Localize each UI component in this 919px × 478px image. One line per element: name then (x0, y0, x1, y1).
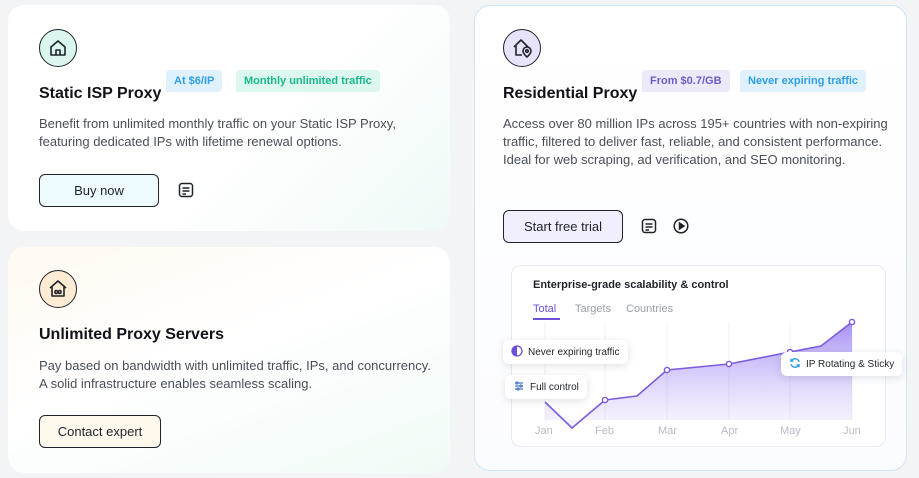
x-tick-label: May (780, 425, 801, 437)
chip-label: IP Rotating & Sticky (806, 358, 895, 370)
x-tick-label: Apr (721, 425, 739, 437)
never-expiring-chip: Never expiring traffic (503, 340, 628, 364)
chip-label: Full control (530, 381, 579, 393)
data-point (601, 396, 609, 404)
tab-targets[interactable]: Targets (575, 303, 612, 315)
half-circle-icon (511, 344, 523, 360)
x-tick-label: Jun (843, 425, 861, 437)
x-tick-label: Mar (658, 425, 677, 437)
chart-title: Enterprise-grade scalability & control (533, 279, 729, 291)
house-icon (39, 29, 77, 67)
ip-rotating-chip: IP Rotating & Sticky (781, 352, 903, 376)
unlimited-description: Pay based on bandwidth with unlimited tr… (39, 358, 431, 391)
house-location-icon (503, 29, 541, 67)
data-point (848, 318, 856, 326)
rotate-icon (789, 357, 801, 372)
full-control-chip: Full control (505, 375, 587, 399)
traffic-tag: Never expiring traffic (740, 70, 867, 92)
data-point (725, 360, 733, 368)
price-tag: At $6/IP (166, 70, 223, 92)
static-isp-description: Benefit from unlimited monthly traffic o… (39, 116, 396, 149)
house-infinity-icon (39, 270, 77, 308)
tab-countries[interactable]: Countries (626, 303, 674, 315)
residential-description: Access over 80 million IPs across 195+ c… (503, 116, 888, 167)
active-tab-underline (533, 318, 560, 320)
chip-label: Never expiring traffic (528, 346, 620, 358)
static-isp-title: Static ISP Proxy (39, 85, 162, 102)
play-icon[interactable] (671, 216, 691, 236)
buy-now-button[interactable]: Buy now (39, 174, 159, 207)
residential-title: Residential Proxy (503, 85, 638, 102)
tab-total[interactable]: Total (533, 303, 557, 315)
x-tick-label: Feb (595, 425, 614, 437)
document-icon[interactable] (176, 180, 196, 200)
traffic-tag: Monthly unlimited traffic (236, 70, 380, 92)
sliders-icon (513, 380, 525, 395)
start-free-trial-button[interactable]: Start free trial (503, 210, 623, 243)
contact-expert-button[interactable]: Contact expert (39, 415, 161, 448)
document-icon[interactable] (639, 216, 659, 236)
data-point (663, 366, 671, 374)
price-tag: From $0.7/GB (642, 70, 730, 92)
x-tick-label: Jan (535, 425, 553, 437)
unlimited-title: Unlimited Proxy Servers (39, 326, 224, 343)
area-fill (545, 322, 852, 428)
